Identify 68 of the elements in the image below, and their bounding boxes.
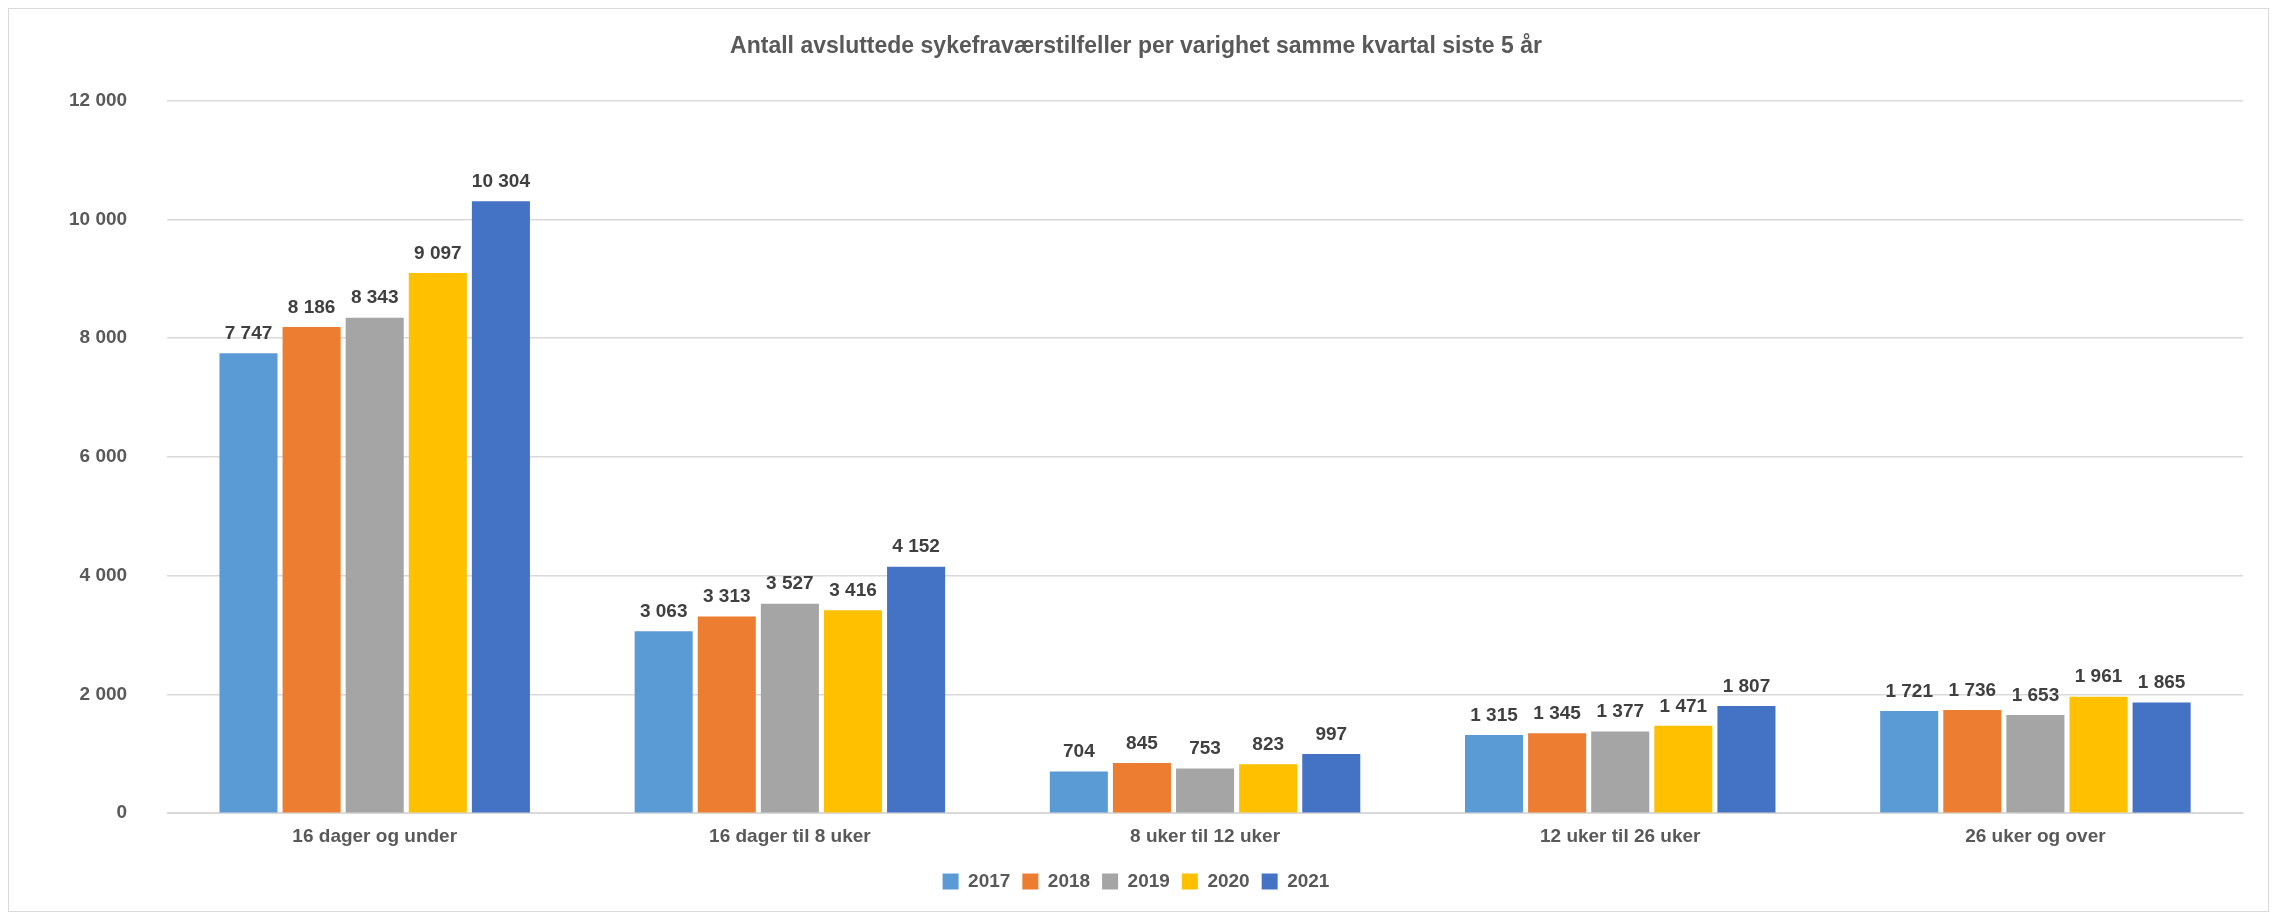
- data-label: 753: [1189, 737, 1221, 759]
- data-label: 823: [1252, 733, 1285, 755]
- data-label: 1 807: [1722, 674, 1771, 696]
- y-tick-label: 6 000: [79, 445, 128, 467]
- legend-label: 2019: [1127, 869, 1170, 891]
- y-tick-label: 12 000: [68, 88, 128, 110]
- bar: [471, 201, 530, 813]
- bar: [408, 272, 467, 813]
- data-label: 1 471: [1659, 694, 1708, 716]
- legend-label: 2021: [1287, 869, 1330, 891]
- bar: [1654, 725, 1713, 813]
- data-label: 1 315: [1470, 703, 1519, 725]
- legend-label: 2020: [1207, 869, 1250, 891]
- bar: [282, 327, 341, 813]
- bar: [1943, 710, 2002, 813]
- data-label: 3 416: [829, 579, 877, 601]
- data-label: 1 377: [1596, 700, 1645, 722]
- data-label: 1 653: [2011, 683, 2060, 705]
- data-label: 3 063: [639, 600, 688, 622]
- bar: [1112, 763, 1171, 813]
- bar: [697, 616, 756, 813]
- data-label: 10 304: [471, 170, 531, 192]
- data-label: 4 152: [892, 535, 940, 557]
- data-label: 3 313: [703, 585, 751, 607]
- bar: [887, 566, 946, 813]
- bar: [1176, 768, 1235, 813]
- x-tick-label: 8 uker til 12 uker: [1130, 824, 1281, 846]
- data-label: 7 747: [224, 321, 273, 343]
- bar: [1528, 733, 1587, 813]
- bar: [2132, 702, 2191, 813]
- bar: [1302, 754, 1361, 813]
- legend-label: 2018: [1047, 869, 1091, 891]
- data-label: 1 736: [1948, 678, 1997, 700]
- x-tick-label: 12 uker til 26 uker: [1539, 824, 1702, 846]
- data-label: 3 527: [766, 572, 814, 594]
- bar: [219, 353, 278, 813]
- data-label: 8 343: [350, 286, 399, 308]
- x-tick-label: 16 dager til 8 uker: [709, 824, 872, 846]
- data-label: 845: [1126, 731, 1159, 753]
- bar: [634, 631, 693, 813]
- x-tick-label: 16 dager og under: [292, 824, 458, 846]
- data-label: 8 186: [287, 295, 336, 317]
- bar: [1049, 771, 1108, 813]
- data-label: 1 961: [2074, 665, 2123, 687]
- bar: [345, 317, 404, 813]
- data-label: 1 345: [1533, 702, 1582, 724]
- x-tick-label: 26 uker og over: [1965, 824, 2107, 846]
- data-label: 1 865: [2137, 671, 2186, 693]
- data-label: 704: [1062, 740, 1096, 762]
- y-tick-label: 0: [116, 801, 128, 823]
- bar: [2006, 715, 2065, 813]
- bar: [1880, 711, 1939, 813]
- bar: [1239, 764, 1298, 813]
- bar: [760, 603, 819, 813]
- bar: [1591, 731, 1650, 813]
- bar: [823, 610, 883, 813]
- data-label: 9 097: [414, 241, 462, 263]
- bar: [2069, 696, 2128, 813]
- y-tick-label: 10 000: [68, 207, 128, 229]
- chart-title: Antall avsluttede sykefraværstilfeller per varighet samme kvartal siste 5 år: [730, 32, 1542, 59]
- y-tick-label: 4 000: [79, 563, 128, 585]
- bar: [1717, 705, 1776, 813]
- data-label: 997: [1315, 722, 1348, 744]
- data-label: 1 721: [1885, 679, 1934, 701]
- y-tick-label: 8 000: [79, 326, 128, 348]
- bar: [1464, 735, 1524, 813]
- legend-label: 2017: [968, 869, 1011, 891]
- y-tick-label: 2 000: [79, 682, 128, 704]
